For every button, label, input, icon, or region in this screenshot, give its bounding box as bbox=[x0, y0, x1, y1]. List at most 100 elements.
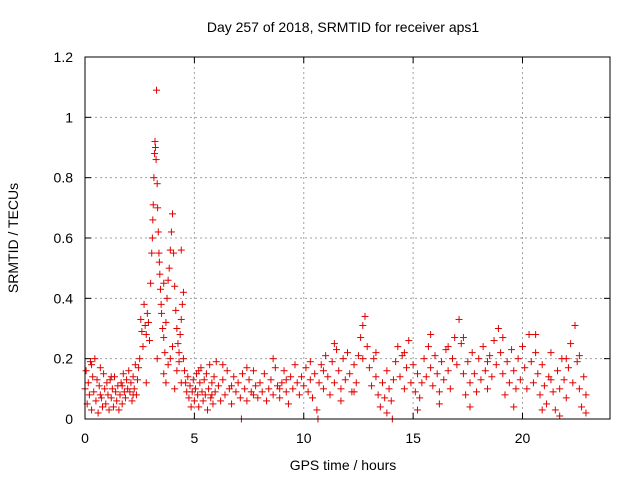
data-point bbox=[387, 397, 395, 405]
data-point bbox=[431, 352, 439, 360]
data-point bbox=[372, 349, 380, 357]
data-point bbox=[142, 331, 150, 339]
data-point bbox=[503, 358, 511, 366]
data-point bbox=[501, 391, 509, 399]
data-point bbox=[429, 382, 437, 390]
data-point bbox=[276, 385, 284, 393]
data-point bbox=[427, 331, 435, 339]
data-point bbox=[208, 379, 216, 387]
data-point bbox=[346, 370, 354, 378]
data-point bbox=[169, 343, 176, 351]
data-point bbox=[199, 397, 207, 405]
data-point bbox=[335, 367, 343, 375]
data-point bbox=[135, 364, 143, 372]
data-point bbox=[187, 403, 195, 411]
data-point bbox=[85, 391, 93, 399]
data-point bbox=[359, 355, 367, 363]
data-point bbox=[214, 382, 222, 390]
data-point bbox=[481, 367, 489, 375]
data-point bbox=[540, 382, 548, 390]
data-point bbox=[562, 394, 570, 402]
data-point bbox=[582, 409, 590, 417]
data-point bbox=[494, 325, 502, 332]
data-point bbox=[148, 249, 156, 257]
data-point bbox=[326, 391, 334, 399]
data-point bbox=[99, 403, 106, 411]
data-point bbox=[160, 334, 168, 342]
data-point bbox=[105, 406, 113, 414]
data-point bbox=[219, 361, 227, 369]
data-point bbox=[455, 315, 463, 323]
data-point bbox=[532, 349, 540, 357]
data-point bbox=[435, 400, 443, 408]
data-point bbox=[150, 174, 158, 182]
data-point bbox=[293, 379, 301, 387]
data-point bbox=[155, 249, 163, 257]
data-point bbox=[333, 346, 341, 354]
data-point bbox=[372, 373, 380, 381]
data-point bbox=[427, 364, 435, 372]
y-axis-label: SRMTID / TECUs bbox=[5, 183, 21, 293]
data-point bbox=[365, 364, 373, 372]
data-point bbox=[117, 379, 125, 387]
data-point bbox=[156, 285, 164, 293]
data-point bbox=[189, 376, 197, 384]
y-tick-label: 1.2 bbox=[54, 49, 74, 65]
data-point bbox=[271, 364, 279, 372]
data-point bbox=[473, 388, 481, 396]
data-point bbox=[123, 376, 131, 384]
data-point bbox=[143, 309, 151, 317]
data-points bbox=[81, 86, 590, 423]
data-point bbox=[466, 403, 474, 411]
data-point bbox=[208, 391, 216, 399]
data-point bbox=[411, 388, 419, 396]
data-point bbox=[95, 382, 103, 390]
data-point bbox=[330, 340, 338, 348]
axis-ticks: 0 0.2 0.4 0.6 0.8 1 1.2 0 5 10 15 20 bbox=[54, 49, 610, 446]
data-point bbox=[175, 358, 183, 366]
y-tick-label: 0 bbox=[65, 411, 73, 427]
data-point bbox=[167, 228, 175, 236]
data-point bbox=[153, 86, 161, 94]
data-point bbox=[245, 376, 253, 384]
data-point bbox=[376, 403, 384, 411]
data-point bbox=[228, 400, 236, 408]
data-point bbox=[160, 279, 168, 287]
data-point bbox=[291, 361, 299, 369]
data-point bbox=[137, 315, 145, 323]
data-point bbox=[368, 382, 376, 390]
data-point bbox=[195, 367, 203, 375]
data-point bbox=[407, 379, 415, 387]
data-point bbox=[492, 361, 500, 369]
data-point bbox=[101, 385, 109, 393]
data-point bbox=[209, 400, 217, 408]
data-point bbox=[179, 288, 187, 296]
plot-frame bbox=[84, 56, 611, 420]
data-point bbox=[177, 246, 185, 254]
data-point bbox=[394, 343, 402, 351]
data-point bbox=[562, 355, 570, 363]
data-point bbox=[289, 385, 297, 393]
data-point bbox=[106, 376, 114, 384]
data-point bbox=[317, 361, 325, 369]
data-point bbox=[170, 249, 178, 257]
data-point bbox=[115, 406, 123, 414]
data-point bbox=[567, 340, 575, 348]
data-point bbox=[560, 376, 568, 384]
data-point bbox=[151, 137, 159, 145]
data-point bbox=[490, 337, 498, 345]
data-point bbox=[86, 358, 94, 366]
data-point bbox=[96, 364, 104, 372]
data-point bbox=[158, 309, 166, 317]
x-tick-label: 15 bbox=[405, 430, 421, 446]
data-point bbox=[171, 282, 179, 290]
data-point bbox=[239, 370, 246, 378]
data-point bbox=[232, 388, 240, 396]
data-point bbox=[140, 300, 148, 308]
data-point bbox=[315, 379, 323, 387]
data-point bbox=[556, 412, 564, 420]
data-point bbox=[534, 370, 542, 378]
data-point bbox=[162, 318, 170, 326]
data-point bbox=[457, 340, 465, 348]
data-point bbox=[219, 376, 227, 384]
